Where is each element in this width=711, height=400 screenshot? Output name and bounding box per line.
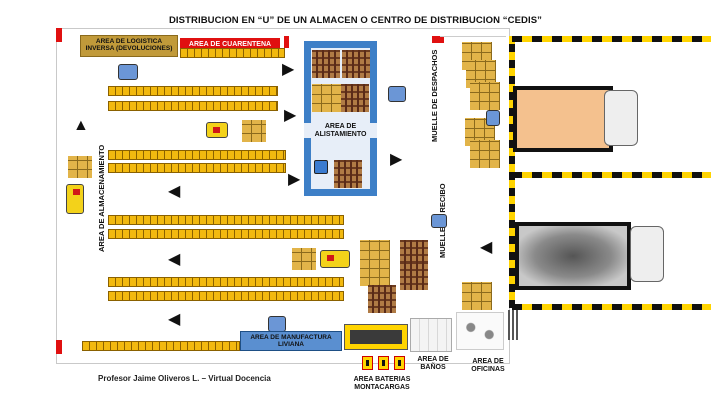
rack-row [108, 229, 344, 239]
rack-row [108, 86, 278, 96]
office-icon [456, 312, 504, 350]
arrow-right-icon: ▶ [282, 61, 295, 78]
forklift-icon [431, 214, 447, 228]
pallet-icon [400, 262, 428, 290]
zone-alistamiento: AREA DE ALISTAMIENTO [304, 123, 377, 139]
dock-lane-line [512, 36, 711, 42]
truck-icon [513, 86, 613, 152]
truck-cab-icon [630, 226, 664, 282]
zone-manufactura: AREA DE MANUFACTURA LIVIANA [240, 331, 342, 351]
pallet-icon [342, 50, 370, 78]
dock-lane-line [512, 172, 711, 178]
boxes-icon [312, 84, 342, 112]
arrow-left-icon: ◀ [480, 239, 493, 256]
machine-icon [350, 330, 402, 344]
warehouse-floor [56, 28, 510, 364]
corner-mark-icon [56, 340, 62, 354]
forklift-icon [66, 184, 84, 214]
boxes-icon [470, 82, 500, 110]
rack-row [108, 163, 286, 173]
rack-row [108, 291, 344, 301]
pallet-icon [368, 285, 396, 313]
corner-mark-icon [284, 36, 289, 48]
rack-row [108, 277, 344, 287]
zone-almacenamiento: AREA DE ALMACENAMIENTO [97, 144, 106, 252]
diagram-title: DISTRIBUCION EN “U” DE UN ALMACEN O CENT… [168, 15, 543, 26]
dock-edge [440, 36, 506, 47]
pallet-icon [341, 84, 369, 112]
forklift-icon [486, 110, 500, 126]
zone-banos: AREA DE BAÑOS [417, 356, 449, 371]
arrow-left-icon: ◀ [168, 183, 181, 200]
arrow-up-icon: ▲ [73, 117, 89, 134]
restroom-icon [410, 318, 452, 352]
zone-logistica-inversa: AREA DE LOGISTICA INVERSA (DEVOLUCIONES) [80, 35, 178, 57]
barrier-icon [508, 310, 520, 340]
arrow-left-icon: ◀ [168, 311, 181, 328]
corner-mark-icon [56, 28, 62, 42]
boxes-icon [242, 120, 266, 142]
boxes-icon [360, 258, 390, 286]
battery-icon [394, 356, 405, 370]
zone-oficinas: AREA DE OFICINAS [471, 358, 505, 373]
rack-row [108, 150, 286, 160]
forklift-icon [206, 122, 228, 138]
battery-icon [378, 356, 389, 370]
forklift-icon [314, 160, 328, 174]
zone-muelle-despachos: MUELLE DE DESPACHOS [430, 49, 439, 142]
forklift-icon [320, 250, 350, 268]
rack-row [180, 48, 285, 58]
arrow-right-icon: ▶ [390, 151, 403, 168]
forklift-icon [268, 316, 286, 332]
zone-baterias: AREA BATERIAS MONTACARGAS [353, 376, 411, 391]
pallet-icon [334, 160, 362, 188]
rack-row [108, 101, 278, 111]
boxes-icon [470, 140, 500, 168]
truck-cab-icon [604, 90, 638, 146]
boxes-icon [462, 282, 492, 310]
corner-mark-icon [432, 36, 444, 43]
dock-lane-line [512, 304, 711, 310]
arrow-left-icon: ◀ [168, 251, 181, 268]
battery-icon [362, 356, 373, 370]
boxes-icon [68, 156, 92, 178]
arrow-right-icon: ▶ [284, 107, 297, 124]
rack-row [108, 215, 344, 225]
boxes-icon [292, 248, 316, 270]
rack-row [82, 341, 240, 351]
truck-icon [515, 222, 631, 290]
arrow-right-icon: ▶ [288, 171, 301, 188]
footer-author: Profesor Jaime Oliveros L. – Virtual Doc… [98, 374, 271, 383]
forklift-icon [388, 86, 406, 102]
pallet-icon [312, 50, 340, 78]
forklift-icon [118, 64, 138, 80]
